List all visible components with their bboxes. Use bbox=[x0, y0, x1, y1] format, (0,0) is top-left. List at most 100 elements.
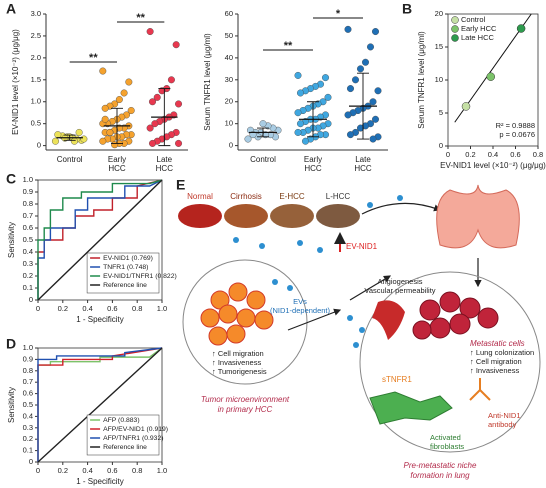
effect: ↑ Lung colonization bbox=[470, 348, 534, 357]
diagram: Normal Cirrhosis E-HCC L-HCC EV-NID1 EVs… bbox=[178, 184, 541, 480]
vessel bbox=[372, 300, 405, 340]
y-tick-label: 10 bbox=[435, 75, 443, 84]
effect: ↑ Tumorigenesis bbox=[212, 367, 267, 376]
point bbox=[372, 28, 380, 36]
point bbox=[294, 109, 302, 117]
sd-bar bbox=[158, 88, 171, 147]
y-tick-label: 0.4 bbox=[23, 247, 33, 256]
point bbox=[51, 137, 59, 145]
sd-bar bbox=[357, 72, 369, 140]
y-tick-label: 1.0 bbox=[23, 175, 33, 184]
y-tick-label: 0 bbox=[37, 141, 41, 150]
fibroblast-label: fibroblasts bbox=[430, 442, 464, 451]
caption: Pre-metastatic niche bbox=[404, 461, 477, 470]
liver bbox=[224, 204, 268, 228]
x-tick-label: 0.2 bbox=[58, 304, 68, 313]
label-line: Late bbox=[157, 155, 173, 164]
legend-label: AFP/TNFR1 (0.932) bbox=[103, 435, 163, 442]
point bbox=[461, 102, 471, 111]
x-tick-label: 0 bbox=[36, 304, 40, 313]
legend-swatch bbox=[451, 34, 459, 42]
panel-label: B bbox=[402, 1, 412, 17]
liver bbox=[178, 204, 222, 228]
legend-label: EV-NID1/TNFR1 (0.822) bbox=[103, 273, 177, 280]
y-tick-label: 15 bbox=[435, 42, 443, 51]
y-tick-label: 0.3 bbox=[23, 423, 33, 432]
y-tick-label: 40 bbox=[225, 53, 233, 62]
legend-swatch bbox=[451, 16, 459, 24]
stage-label: E-HCC bbox=[279, 192, 305, 201]
point bbox=[357, 124, 365, 132]
point bbox=[54, 131, 62, 139]
x-axis-label: 1 - Specificity bbox=[76, 477, 124, 486]
x-tick-label: Early HCC bbox=[304, 155, 322, 173]
metastatic-cells bbox=[412, 291, 499, 340]
legend-swatch bbox=[451, 25, 459, 33]
panel-label: A bbox=[6, 1, 16, 17]
legend-box bbox=[86, 252, 160, 294]
stnfr1-label: sTNFR1 bbox=[382, 375, 412, 384]
label-line: Early bbox=[108, 155, 126, 164]
y-tick-label: 0.1 bbox=[23, 446, 33, 455]
y-tick-label: 2.0 bbox=[31, 53, 41, 62]
y-tick-label: 0.7 bbox=[23, 211, 33, 220]
legend-label: Reference line bbox=[103, 444, 147, 451]
x-tick-label: 0.6 bbox=[510, 150, 520, 159]
point bbox=[175, 100, 183, 108]
y-tick-label: 5 bbox=[439, 108, 443, 117]
liver bbox=[270, 204, 314, 228]
x-tick-label: Late HCC bbox=[354, 155, 372, 173]
point bbox=[347, 85, 355, 93]
label-line: HCC bbox=[354, 164, 372, 173]
legend-label: Control bbox=[461, 15, 486, 24]
point bbox=[99, 67, 107, 75]
y-tick-label: 0 bbox=[439, 141, 443, 150]
x-tick-label: 0.4 bbox=[82, 466, 92, 475]
y-tick-label: 0.5 bbox=[23, 400, 33, 409]
y-tick-label: 0.4 bbox=[23, 411, 33, 420]
y-tick-label: 0 bbox=[29, 295, 33, 304]
point bbox=[344, 25, 352, 33]
legend-label: TNFR1 (0.748) bbox=[103, 264, 148, 271]
effect: ↑ Cell migration bbox=[212, 349, 264, 358]
legend-label: EV-NID1 (0.769) bbox=[103, 255, 153, 262]
point bbox=[516, 24, 526, 33]
y-axis-label: Sensitivity bbox=[7, 222, 16, 258]
y-tick-label: 0.9 bbox=[23, 354, 33, 363]
stage-label: Normal bbox=[187, 192, 213, 201]
y-tick-label: 1.0 bbox=[31, 97, 41, 106]
ev-label: (NID1-dependent) bbox=[270, 306, 331, 315]
point bbox=[148, 98, 156, 106]
y-tick-label: 0.1 bbox=[23, 283, 33, 292]
caption: in primary HCC bbox=[218, 405, 273, 414]
x-tick-label: Control bbox=[250, 155, 276, 164]
x-axis-label: 1 - Specificity bbox=[76, 315, 124, 324]
point bbox=[106, 128, 114, 136]
stat-label: R² = 0.9888 bbox=[496, 121, 535, 130]
x-tick-label: 1.0 bbox=[157, 304, 167, 313]
tumor-cells bbox=[200, 282, 274, 346]
y-axis-label: Sensitivity bbox=[7, 387, 16, 423]
panel-label: D bbox=[6, 336, 16, 352]
sd-bar bbox=[111, 107, 123, 144]
angio-label: Angiogenesis bbox=[377, 277, 422, 286]
point bbox=[294, 128, 302, 136]
x-tick-label: 0.2 bbox=[465, 150, 475, 159]
y-tick-label: 0.7 bbox=[23, 377, 33, 386]
legend-label: Early HCC bbox=[461, 24, 497, 33]
arrow bbox=[287, 308, 342, 331]
y-tick-label: 0.6 bbox=[23, 223, 33, 232]
y-tick-label: 0.2 bbox=[23, 434, 33, 443]
point bbox=[357, 65, 365, 73]
y-axis-label: Serum TNFR1 level (μg/ml) bbox=[417, 31, 426, 129]
y-tick-label: 20 bbox=[435, 9, 443, 18]
arrow bbox=[361, 202, 442, 215]
point bbox=[362, 58, 370, 66]
point bbox=[486, 72, 495, 81]
x-tick-label: Control bbox=[57, 155, 83, 164]
point bbox=[367, 43, 375, 51]
point bbox=[153, 93, 161, 101]
caption: formation in lung bbox=[410, 471, 470, 480]
label-line: HCC bbox=[156, 164, 174, 173]
